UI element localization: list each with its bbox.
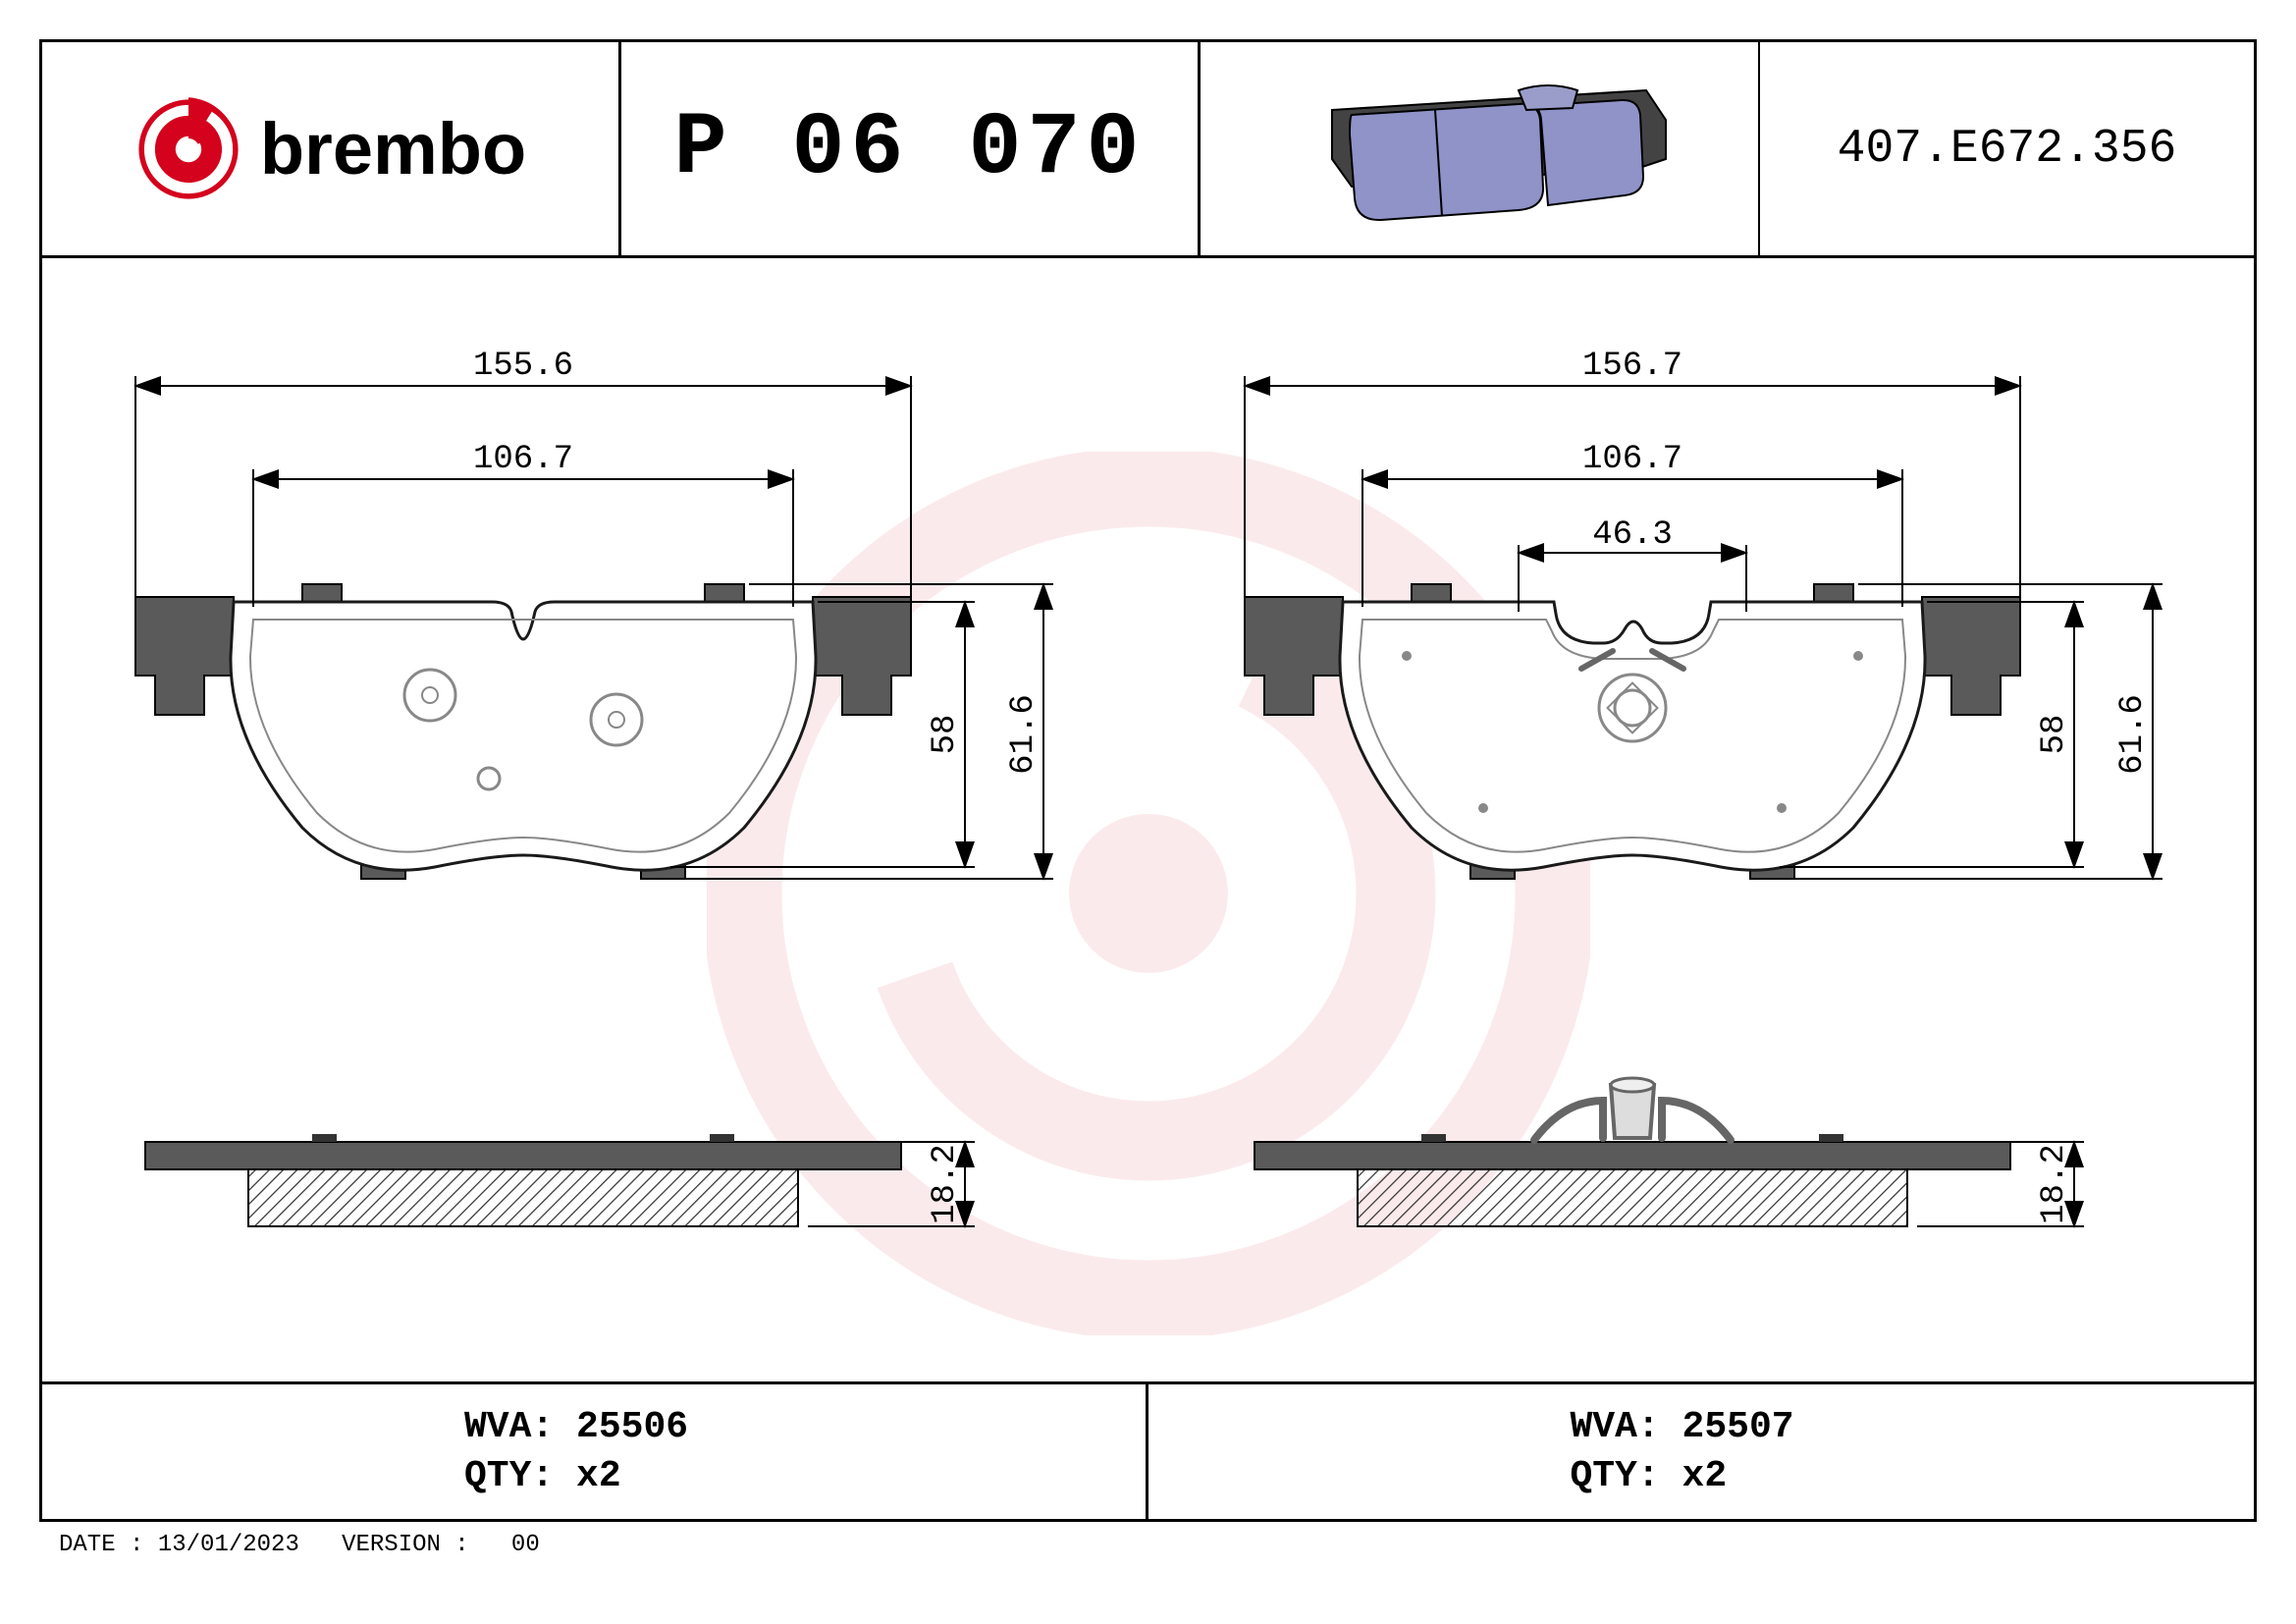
version-value: 00 <box>511 1532 540 1558</box>
dim-left-thickness: 18.2 <box>927 1144 964 1224</box>
right-pad-side <box>1255 1078 2010 1226</box>
wva-l: 25506 <box>576 1406 688 1448</box>
qty-label-l: QTY: <box>464 1455 554 1497</box>
page: brembo P 06 070 407.E672.356 <box>0 0 2296 1624</box>
meta-line: DATE : 13/01/2023 VERSION : 00 <box>59 1532 540 1558</box>
left-pad-front <box>135 584 911 879</box>
dim-left-overall-width: 155.6 <box>473 348 573 385</box>
dim-right-overall-width: 156.7 <box>1582 348 1682 385</box>
dim-right-h616: 61.6 <box>2114 694 2152 775</box>
left-pad-side <box>145 1134 901 1226</box>
technical-drawing: 155.6 106.7 58 61.6 <box>42 258 2254 1387</box>
date-value: 13/01/2023 <box>158 1532 299 1558</box>
drawing-code: 407.E672.356 <box>1838 123 2177 176</box>
pad-render-icon <box>1273 61 1685 238</box>
dim-right-notch: 46.3 <box>1592 516 1673 554</box>
dim-right-h58: 58 <box>2036 715 2073 755</box>
wva-label-l: WVA: <box>464 1406 554 1448</box>
dim-left-h616: 61.6 <box>1005 694 1042 775</box>
part-number-cell: P 06 070 <box>621 42 1201 255</box>
brembo-logo-icon <box>134 95 242 203</box>
header-row: brembo P 06 070 407.E672.356 <box>42 42 2254 258</box>
logo-cell: brembo <box>42 42 621 255</box>
brand-name: brembo <box>260 107 526 190</box>
drawing-area: 155.6 106.7 58 61.6 <box>42 258 2254 1387</box>
footer-right: WVA: 25507 QTY: x2 <box>1148 1384 2255 1519</box>
dim-right-inner-width: 106.7 <box>1582 441 1682 478</box>
right-pad-front <box>1245 584 2020 879</box>
qty-r: x2 <box>1682 1455 1728 1497</box>
version-label: VERSION : <box>342 1532 469 1558</box>
dim-right-thickness: 18.2 <box>2036 1144 2073 1224</box>
dim-left-h58: 58 <box>927 715 964 755</box>
qty-l: x2 <box>576 1455 621 1497</box>
part-number: P 06 070 <box>673 99 1145 199</box>
footer-row: WVA: 25506 QTY: x2 WVA: 25507 QTY: x2 <box>42 1381 2254 1519</box>
footer-left: WVA: 25506 QTY: x2 <box>42 1384 1148 1519</box>
wva-label-r: WVA: <box>1571 1406 1660 1448</box>
drawing-code-cell: 407.E672.356 <box>1760 42 2254 255</box>
render-cell <box>1201 42 1760 255</box>
date-label: DATE : <box>59 1532 143 1558</box>
outer-frame: brembo P 06 070 407.E672.356 <box>39 39 2257 1522</box>
dim-left-inner-width: 106.7 <box>473 441 573 478</box>
wva-r: 25507 <box>1682 1406 1794 1448</box>
qty-label-r: QTY: <box>1571 1455 1660 1497</box>
